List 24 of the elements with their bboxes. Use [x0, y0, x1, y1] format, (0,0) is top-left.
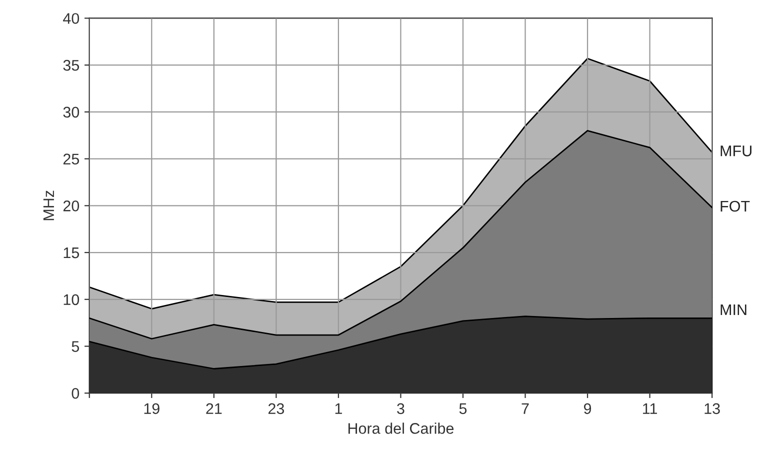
x-tick-label: 7 [522, 403, 529, 414]
y-tick-label: 25 [63, 154, 80, 164]
x-tick-label: 13 [704, 403, 720, 414]
x-tick-label: 19 [144, 403, 160, 414]
x-tick-label: 23 [268, 403, 284, 414]
y-tick-label: 40 [63, 13, 80, 24]
x-tick-label: 21 [206, 403, 222, 414]
y-tick-label: 5 [72, 341, 80, 352]
x-tick-label: 9 [584, 403, 592, 414]
y-tick-label: 10 [64, 294, 80, 306]
y-tick-label: 20 [63, 200, 80, 212]
x-tick-label: 5 [459, 403, 467, 414]
y-tick-label: 35 [63, 60, 80, 71]
series-label: MFU [720, 146, 752, 156]
x-tick-label: 1 [335, 403, 342, 414]
y-tick-label: 15 [64, 248, 80, 258]
series-label: MIN [720, 304, 746, 315]
y-tick-label: 0 [72, 388, 80, 399]
y-axis-title: MHz [43, 190, 54, 220]
x-tick-label: 11 [643, 403, 657, 414]
series-label: FOT [720, 200, 750, 212]
y-tick-label: 30 [63, 106, 80, 118]
x-tick-label: 3 [397, 403, 404, 414]
x-axis-title: Hora del Caribe [348, 422, 454, 434]
